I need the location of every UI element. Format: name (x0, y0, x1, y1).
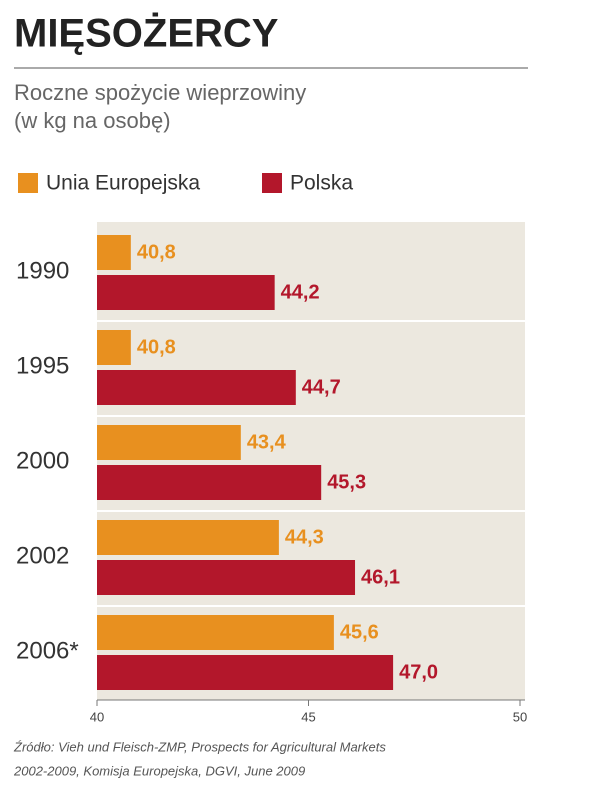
bar (97, 425, 241, 460)
data-label: 46,1 (361, 566, 400, 588)
subtitle: (w kg na osobę) (14, 108, 171, 133)
bar (97, 560, 356, 595)
data-label: 44,7 (302, 376, 341, 398)
bar (97, 275, 275, 310)
legend-label: Unia Europejska (46, 172, 200, 195)
source-note: 2002-2009, Komisja Europejska, DGVI, Jun… (13, 763, 305, 778)
bar (97, 615, 334, 650)
data-label: 43,4 (247, 431, 287, 453)
y-tick-label: 1995 (16, 352, 69, 379)
data-label: 40,8 (137, 336, 176, 358)
data-label: 44,2 (281, 281, 320, 303)
bar (97, 520, 279, 555)
data-label: 44,3 (285, 526, 324, 548)
y-tick-label: 1990 (16, 257, 69, 284)
bar (97, 655, 394, 690)
data-label: 45,3 (327, 471, 366, 493)
x-tick-label: 40 (90, 709, 104, 724)
chart-title: MIĘSOŻERCY (14, 12, 279, 56)
y-tick-label: 2002 (16, 542, 69, 569)
subtitle: Roczne spożycie wieprzowiny (14, 80, 306, 105)
source-note: Źródło: Vieh und Fleisch-ZMP, Prospects … (13, 739, 386, 754)
bar (97, 235, 131, 270)
x-tick-label: 45 (301, 709, 315, 724)
y-tick-label: 2000 (16, 447, 69, 474)
x-tick-label: 50 (513, 709, 527, 724)
legend-swatch (262, 173, 282, 193)
data-label: 45,6 (340, 621, 379, 643)
legend-label: Polska (290, 172, 353, 195)
data-label: 47,0 (399, 661, 438, 683)
bar (97, 330, 131, 365)
data-label: 40,8 (137, 241, 176, 263)
bar (97, 465, 322, 500)
bar (97, 370, 296, 405)
legend-swatch (18, 173, 38, 193)
y-tick-label: 2006* (16, 637, 79, 664)
